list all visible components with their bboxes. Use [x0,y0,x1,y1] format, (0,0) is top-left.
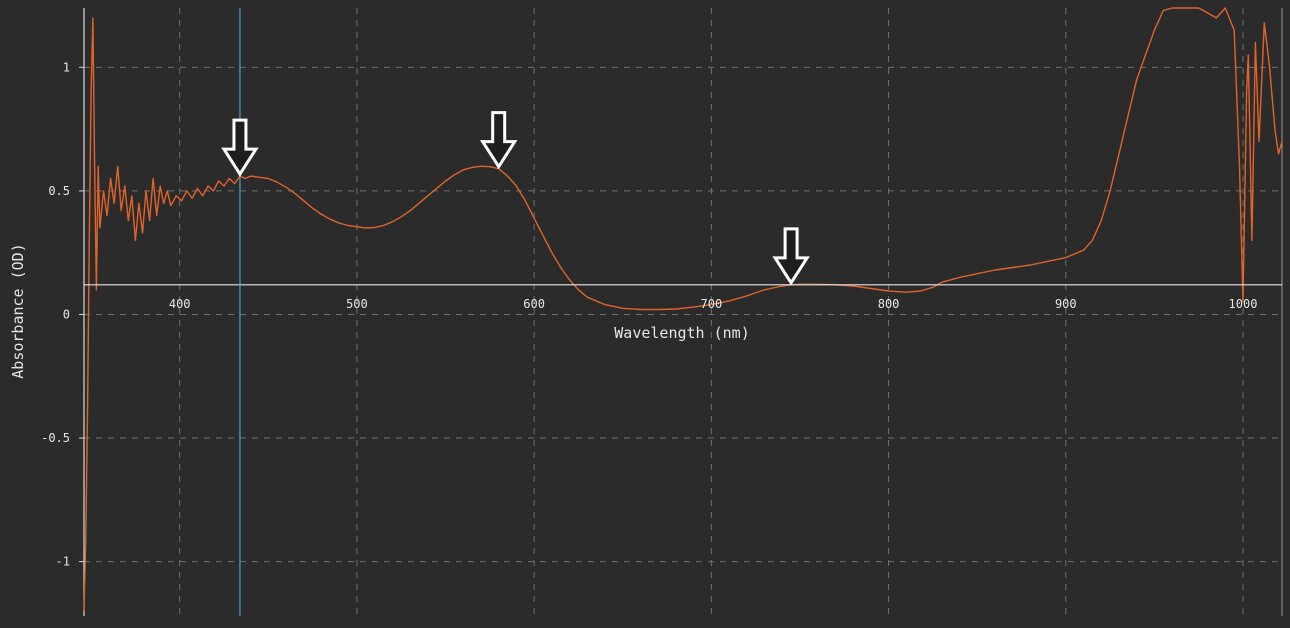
overlay-layer [84,8,1282,616]
tick-labels: 400 500 600 700 800 900 1000 1 0.5 0 -0.5 -1 [41,60,1257,568]
peak-marker-arrow [479,111,518,170]
y-tick-label: 1 [63,60,70,74]
y-tick-label: -1 [56,555,70,569]
axes [79,8,1283,616]
x-tick-label: 500 [346,297,368,311]
y-tick-label: 0.5 [48,184,70,198]
x-tick-label: 800 [878,297,900,311]
peak-marker-arrows [221,111,810,286]
y-tick-label: -0.5 [41,431,70,445]
x-tick-label: 600 [523,297,545,311]
x-tick-label: 900 [1055,297,1077,311]
peak-marker-arrow [221,118,259,177]
grid-lines [84,8,1282,616]
x-tick-label: 1000 [1229,297,1258,311]
series-layer [83,7,1283,612]
peak-marker-arrow [772,227,810,286]
x-axis-label: Wavelength (nm) [614,324,749,342]
x-tick-label: 400 [169,297,191,311]
x-tick-label: 700 [701,297,723,311]
y-tick-label: 0 [63,307,70,321]
absorbance-series-line [83,7,1283,612]
y-axis-label: Absorbance (OD) [9,243,27,378]
